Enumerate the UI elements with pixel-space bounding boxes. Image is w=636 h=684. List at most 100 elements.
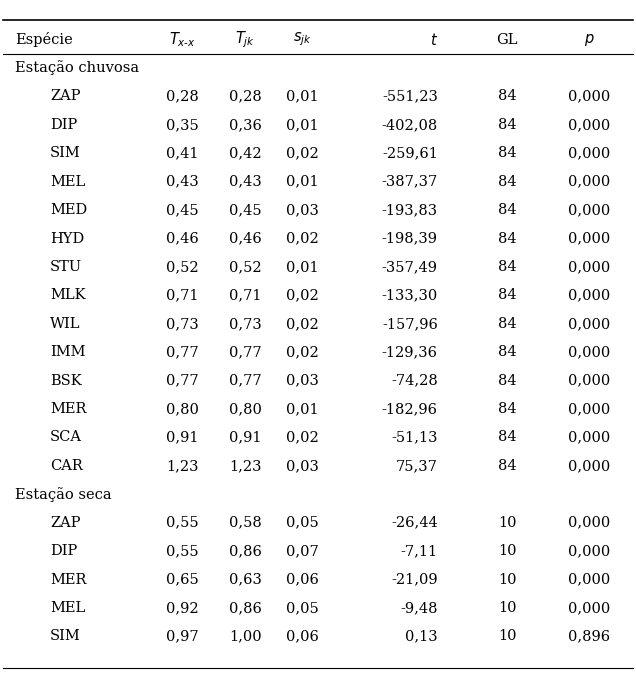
- Text: 0,46: 0,46: [229, 232, 262, 246]
- Text: MLK: MLK: [50, 289, 86, 302]
- Text: 1,23: 1,23: [229, 459, 262, 473]
- Text: -21,09: -21,09: [391, 573, 438, 587]
- Text: ZAP: ZAP: [50, 90, 81, 103]
- Text: SIM: SIM: [50, 629, 81, 644]
- Text: SIM: SIM: [50, 146, 81, 160]
- Text: 0,91: 0,91: [166, 430, 198, 445]
- Text: 0,896: 0,896: [568, 629, 610, 644]
- Text: -182,96: -182,96: [382, 402, 438, 416]
- Text: 0,28: 0,28: [166, 90, 199, 103]
- Text: 84: 84: [498, 289, 516, 302]
- Text: MEL: MEL: [50, 174, 85, 189]
- Text: 0,77: 0,77: [229, 373, 262, 388]
- Text: 0,52: 0,52: [229, 260, 262, 274]
- Text: 0,45: 0,45: [229, 203, 262, 217]
- Text: 0,86: 0,86: [229, 544, 262, 558]
- Text: 0,36: 0,36: [229, 118, 262, 132]
- Text: 0,01: 0,01: [286, 90, 319, 103]
- Text: 0,91: 0,91: [229, 430, 262, 445]
- Text: 84: 84: [498, 232, 516, 246]
- Text: 0,000: 0,000: [568, 260, 610, 274]
- Text: 0,000: 0,000: [568, 118, 610, 132]
- Text: STU: STU: [50, 260, 82, 274]
- Text: 0,77: 0,77: [166, 373, 199, 388]
- Text: 1,23: 1,23: [166, 459, 198, 473]
- Text: MER: MER: [50, 402, 86, 416]
- Text: -26,44: -26,44: [391, 516, 438, 529]
- Text: HYD: HYD: [50, 232, 85, 246]
- Text: 0,000: 0,000: [568, 402, 610, 416]
- Text: -193,83: -193,83: [382, 203, 438, 217]
- Text: 0,000: 0,000: [568, 430, 610, 445]
- Text: 10: 10: [498, 544, 516, 558]
- Text: WIL: WIL: [50, 317, 81, 331]
- Text: 0,02: 0,02: [286, 232, 319, 246]
- Text: 0,000: 0,000: [568, 174, 610, 189]
- Text: 0,77: 0,77: [166, 345, 199, 359]
- Text: 0,01: 0,01: [286, 260, 319, 274]
- Text: 0,71: 0,71: [166, 289, 198, 302]
- Text: 0,02: 0,02: [286, 317, 319, 331]
- Text: 84: 84: [498, 459, 516, 473]
- Text: -198,39: -198,39: [382, 232, 438, 246]
- Text: 0,28: 0,28: [229, 90, 262, 103]
- Text: 84: 84: [498, 146, 516, 160]
- Text: IMM: IMM: [50, 345, 86, 359]
- Text: $s_{jk}$: $s_{jk}$: [293, 31, 312, 49]
- Text: 84: 84: [498, 174, 516, 189]
- Text: DIP: DIP: [50, 544, 78, 558]
- Text: ZAP: ZAP: [50, 516, 81, 529]
- Text: 0,000: 0,000: [568, 601, 610, 615]
- Text: 0,97: 0,97: [166, 629, 199, 644]
- Text: -387,37: -387,37: [382, 174, 438, 189]
- Text: MER: MER: [50, 573, 86, 587]
- Text: 0,03: 0,03: [286, 373, 319, 388]
- Text: 75,37: 75,37: [396, 459, 438, 473]
- Text: MEL: MEL: [50, 601, 85, 615]
- Text: Espécie: Espécie: [15, 32, 73, 47]
- Text: 84: 84: [498, 118, 516, 132]
- Text: 84: 84: [498, 373, 516, 388]
- Text: $T_{x\text{-}x}$: $T_{x\text{-}x}$: [169, 30, 196, 49]
- Text: 0,000: 0,000: [568, 317, 610, 331]
- Text: -51,13: -51,13: [391, 430, 438, 445]
- Text: -551,23: -551,23: [382, 90, 438, 103]
- Text: 0,77: 0,77: [229, 345, 262, 359]
- Text: CAR: CAR: [50, 459, 83, 473]
- Text: 0,42: 0,42: [229, 146, 262, 160]
- Text: 0,05: 0,05: [286, 601, 319, 615]
- Text: 0,01: 0,01: [286, 118, 319, 132]
- Text: 0,000: 0,000: [568, 345, 610, 359]
- Text: -7,11: -7,11: [401, 544, 438, 558]
- Text: Estação seca: Estação seca: [15, 487, 112, 502]
- Text: 0,63: 0,63: [229, 573, 262, 587]
- Text: 84: 84: [498, 90, 516, 103]
- Text: 0,02: 0,02: [286, 146, 319, 160]
- Text: 0,05: 0,05: [286, 516, 319, 529]
- Text: -133,30: -133,30: [382, 289, 438, 302]
- Text: 0,35: 0,35: [166, 118, 199, 132]
- Text: 0,01: 0,01: [286, 174, 319, 189]
- Text: 0,58: 0,58: [229, 516, 262, 529]
- Text: 84: 84: [498, 260, 516, 274]
- Text: 0,000: 0,000: [568, 516, 610, 529]
- Text: BSK: BSK: [50, 373, 82, 388]
- Text: 0,03: 0,03: [286, 203, 319, 217]
- Text: 0,92: 0,92: [166, 601, 199, 615]
- Text: 10: 10: [498, 629, 516, 644]
- Text: 0,000: 0,000: [568, 203, 610, 217]
- Text: 0,45: 0,45: [166, 203, 199, 217]
- Text: 0,80: 0,80: [166, 402, 199, 416]
- Text: 10: 10: [498, 601, 516, 615]
- Text: 84: 84: [498, 402, 516, 416]
- Text: $p$: $p$: [584, 31, 595, 48]
- Text: 0,000: 0,000: [568, 90, 610, 103]
- Text: 0,65: 0,65: [166, 573, 199, 587]
- Text: 0,06: 0,06: [286, 573, 319, 587]
- Text: MED: MED: [50, 203, 87, 217]
- Text: 0,52: 0,52: [166, 260, 199, 274]
- Text: 0,02: 0,02: [286, 289, 319, 302]
- Text: 10: 10: [498, 516, 516, 529]
- Text: 0,000: 0,000: [568, 459, 610, 473]
- Text: GL: GL: [496, 33, 518, 47]
